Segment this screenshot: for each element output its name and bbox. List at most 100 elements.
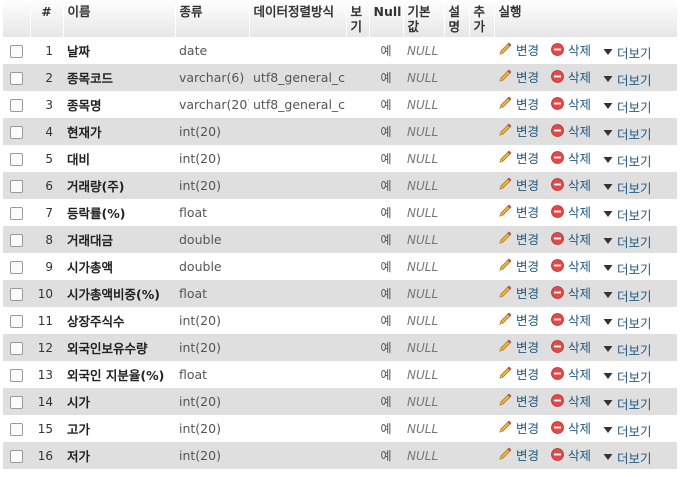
column-attributes (346, 361, 369, 388)
row-checkbox[interactable] (10, 261, 23, 274)
column-attributes (346, 37, 369, 64)
header-extra[interactable]: 추가 (469, 0, 495, 37)
column-default: NULL (407, 259, 439, 274)
edit-button[interactable]: 변경 (498, 337, 539, 356)
more-dropdown[interactable]: 더보기 (603, 70, 652, 89)
header-comment[interactable]: 설명 (444, 0, 470, 37)
edit-button[interactable]: 변경 (498, 40, 539, 59)
row-checkbox-cell (3, 91, 30, 118)
edit-button[interactable]: 변경 (498, 94, 539, 113)
more-dropdown[interactable]: 더보기 (603, 313, 652, 332)
delete-button[interactable]: 삭제 (551, 310, 591, 329)
column-attributes (346, 280, 369, 307)
header-null[interactable]: Null (369, 0, 404, 37)
header-default[interactable]: 기본값 (403, 0, 445, 37)
more-dropdown[interactable]: 더보기 (603, 286, 652, 305)
edit-button[interactable]: 변경 (498, 256, 539, 275)
edit-button[interactable]: 변경 (498, 148, 539, 167)
more-dropdown[interactable]: 더보기 (603, 394, 652, 413)
row-checkbox[interactable] (10, 180, 23, 193)
header-attributes[interactable]: 보기 (346, 0, 370, 37)
delete-button[interactable]: 삭제 (551, 256, 591, 275)
more-dropdown[interactable]: 더보기 (603, 205, 652, 224)
row-checkbox-cell (3, 334, 30, 361)
delete-button[interactable]: 삭제 (551, 337, 591, 356)
edit-button[interactable]: 변경 (498, 418, 539, 437)
column-name: 대비 (67, 152, 91, 167)
delete-button[interactable]: 삭제 (551, 94, 591, 113)
row-checkbox[interactable] (10, 396, 23, 409)
table-row: 14 시가 int(20) 예 NULL 변경 삭제 (3, 388, 677, 415)
more-dropdown[interactable]: 더보기 (603, 151, 652, 170)
row-actions: 변경 삭제 더보기 (494, 37, 677, 64)
column-name: 거래량(주) (67, 179, 125, 194)
more-dropdown[interactable]: 더보기 (603, 367, 652, 386)
delete-button[interactable]: 삭제 (551, 121, 591, 140)
delete-button[interactable]: 삭제 (551, 202, 591, 221)
row-checkbox[interactable] (10, 45, 23, 58)
header-collation[interactable]: 데이터정렬방식 (249, 0, 347, 37)
edit-button[interactable]: 변경 (498, 121, 539, 140)
row-checkbox[interactable] (10, 450, 23, 463)
row-checkbox[interactable] (10, 72, 23, 85)
header-num[interactable]: # (30, 0, 64, 37)
more-dropdown[interactable]: 더보기 (603, 421, 652, 440)
header-name[interactable]: 이름 (63, 0, 176, 37)
column-name: 외국인 지분율(%) (67, 368, 165, 383)
delete-button[interactable]: 삭제 (551, 148, 591, 167)
row-checkbox[interactable] (10, 126, 23, 139)
more-dropdown[interactable]: 더보기 (603, 178, 652, 197)
column-comment (444, 388, 469, 415)
edit-button[interactable]: 변경 (498, 364, 539, 383)
table-row: 9 시가총액 double 예 NULL 변경 삭제 (3, 253, 677, 280)
more-dropdown[interactable]: 더보기 (603, 232, 652, 251)
delete-button[interactable]: 삭제 (551, 229, 591, 248)
more-dropdown[interactable]: 더보기 (603, 43, 652, 62)
column-comment (444, 334, 469, 361)
row-checkbox[interactable] (10, 288, 23, 301)
edit-button[interactable]: 변경 (498, 229, 539, 248)
delete-button[interactable]: 삭제 (551, 283, 591, 302)
edit-button[interactable]: 변경 (498, 283, 539, 302)
header-type[interactable]: 종류 (175, 0, 250, 37)
column-extra (469, 253, 494, 280)
row-checkbox[interactable] (10, 153, 23, 166)
row-number: 13 (37, 367, 53, 382)
column-collation (249, 442, 346, 469)
row-checkbox[interactable] (10, 99, 23, 112)
edit-button[interactable]: 변경 (498, 310, 539, 329)
delete-button[interactable]: 삭제 (551, 40, 591, 59)
column-null: 예 (380, 71, 392, 85)
column-type: double (179, 259, 222, 274)
edit-button[interactable]: 변경 (498, 202, 539, 221)
table-row: 15 고가 int(20) 예 NULL 변경 삭제 (3, 415, 677, 442)
row-checkbox[interactable] (10, 207, 23, 220)
row-checkbox[interactable] (10, 369, 23, 382)
column-comment (444, 118, 469, 145)
triangle-down-icon (603, 103, 613, 109)
delete-button[interactable]: 삭제 (551, 67, 591, 86)
more-dropdown[interactable]: 더보기 (603, 124, 652, 143)
delete-button[interactable]: 삭제 (551, 391, 591, 410)
delete-button[interactable]: 삭제 (551, 445, 591, 464)
pencil-icon (499, 69, 512, 82)
delete-circle-icon (551, 178, 564, 191)
row-checkbox[interactable] (10, 423, 23, 436)
more-dropdown[interactable]: 더보기 (603, 448, 652, 467)
more-dropdown[interactable]: 더보기 (603, 340, 652, 359)
table-row: 7 등락률(%) float 예 NULL 변경 삭제 (3, 199, 677, 226)
delete-button[interactable]: 삭제 (551, 175, 591, 194)
edit-button[interactable]: 변경 (498, 67, 539, 86)
delete-circle-icon (551, 70, 564, 83)
row-actions: 변경 삭제 더보기 (494, 334, 677, 361)
edit-button[interactable]: 변경 (498, 445, 539, 464)
delete-button[interactable]: 삭제 (551, 364, 591, 383)
edit-button[interactable]: 변경 (498, 391, 539, 410)
row-checkbox[interactable] (10, 315, 23, 328)
edit-button[interactable]: 변경 (498, 175, 539, 194)
more-dropdown[interactable]: 더보기 (603, 97, 652, 116)
row-checkbox[interactable] (10, 234, 23, 247)
more-dropdown[interactable]: 더보기 (603, 259, 652, 278)
row-checkbox[interactable] (10, 342, 23, 355)
delete-button[interactable]: 삭제 (551, 418, 591, 437)
